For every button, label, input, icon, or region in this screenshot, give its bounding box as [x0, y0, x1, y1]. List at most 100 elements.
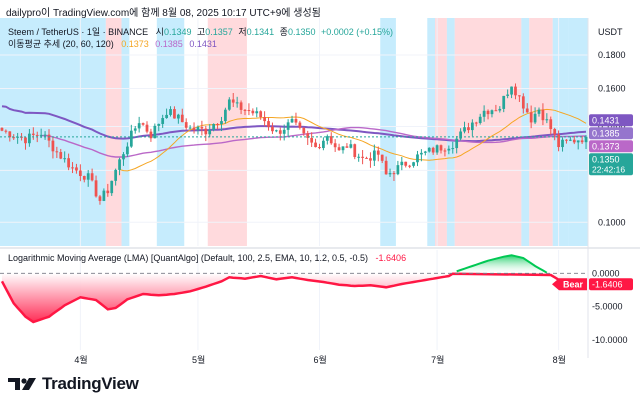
candle: [545, 113, 549, 124]
regime-band-red: [105, 18, 122, 246]
candle-body: [553, 129, 557, 135]
candle-body: [180, 114, 184, 123]
candle-body: [408, 165, 412, 167]
candle: [259, 110, 263, 120]
candle-body: [86, 173, 90, 180]
candle: [361, 150, 364, 165]
regime-band-blue: [427, 18, 436, 246]
candle: [412, 161, 415, 168]
candle-body: [259, 111, 263, 118]
candle-body: [220, 121, 223, 125]
candle-body: [39, 134, 43, 136]
ma20-value: 0.1373: [121, 39, 149, 49]
candle-body: [561, 139, 564, 148]
candle: [235, 96, 239, 108]
candle: [529, 105, 533, 129]
candle: [263, 111, 266, 127]
candle-body: [43, 134, 47, 136]
candle: [474, 121, 478, 127]
candle-body: [404, 161, 408, 166]
candle-body: [514, 86, 517, 96]
candle: [329, 132, 333, 145]
lma-axis[interactable]: 0.0000 -5.0000 -10.0000: [592, 268, 628, 345]
candle-body: [161, 118, 165, 124]
candle: [537, 107, 541, 117]
candle-body: [557, 134, 560, 148]
candle-body: [200, 127, 204, 129]
candle: [82, 175, 86, 183]
candle-body: [8, 131, 12, 138]
candle: [396, 160, 400, 176]
candle-body: [467, 127, 470, 131]
candle: [126, 142, 129, 158]
candle-body: [486, 110, 490, 115]
candle: [302, 127, 306, 136]
candle-body: [506, 94, 510, 96]
candle-body: [435, 145, 439, 153]
regime-band-red: [529, 18, 553, 246]
candle: [357, 153, 361, 162]
candle: [400, 156, 404, 171]
candle: [314, 138, 317, 148]
candle: [243, 108, 247, 116]
ma-price-tag: [589, 114, 633, 127]
ma20-line: [119, 108, 587, 172]
candle: [404, 161, 408, 168]
candle-body: [463, 127, 466, 132]
candle-body: [141, 123, 145, 125]
candle-body: [216, 123, 219, 125]
candle-body: [365, 157, 368, 159]
candle: [533, 107, 537, 125]
candle-body: [310, 137, 314, 143]
candle: [51, 136, 55, 159]
ma120-line: [1, 105, 587, 143]
candle: [333, 139, 337, 152]
candle: [388, 168, 392, 177]
candle-body: [416, 154, 419, 163]
candle-body: [298, 122, 302, 128]
candle-body: [565, 139, 568, 141]
candle: [365, 156, 368, 159]
candle-body: [110, 180, 114, 194]
last-price-countdown: 22:42:16: [592, 164, 625, 174]
candle: [220, 116, 223, 132]
lma-bear-area: [1, 273, 571, 322]
tradingview-logo[interactable]: TradingView: [8, 374, 139, 394]
candle-body: [294, 118, 298, 123]
candle: [231, 92, 235, 108]
candle-body: [129, 130, 133, 147]
candle-body: [173, 109, 176, 119]
candle: [423, 150, 427, 156]
candle: [271, 122, 274, 134]
ohlc-close-label: 종: [280, 27, 288, 37]
candle-body: [572, 139, 576, 143]
candle-body: [59, 152, 63, 159]
ohlc-high: 0.1357: [205, 27, 233, 37]
ohlc-open: 0.1349: [164, 27, 192, 37]
candle-body: [208, 129, 212, 135]
ma-price-tag-label: 0.1373: [592, 141, 620, 151]
candle-body: [353, 144, 357, 157]
candle: [376, 146, 380, 162]
candle-body: [341, 146, 345, 151]
regime-band-red: [454, 18, 522, 246]
candle-body: [427, 147, 431, 152]
candle-body: [196, 127, 200, 131]
candle-body: [82, 176, 86, 180]
candle-body: [333, 143, 337, 148]
candle: [572, 136, 576, 145]
candle-body: [431, 147, 435, 153]
candle: [247, 103, 251, 116]
ohlc-high-label: 고: [197, 27, 205, 37]
candle: [318, 143, 321, 150]
candle-body: [376, 150, 380, 155]
candle: [380, 154, 384, 164]
candle: [286, 119, 290, 137]
candle: [137, 116, 141, 133]
candle-body: [122, 154, 125, 160]
candle-body: [455, 138, 459, 149]
candle: [514, 83, 517, 100]
candle: [353, 143, 357, 160]
time-axis[interactable]: 4월 5월 6월 7월 8월: [74, 354, 566, 365]
